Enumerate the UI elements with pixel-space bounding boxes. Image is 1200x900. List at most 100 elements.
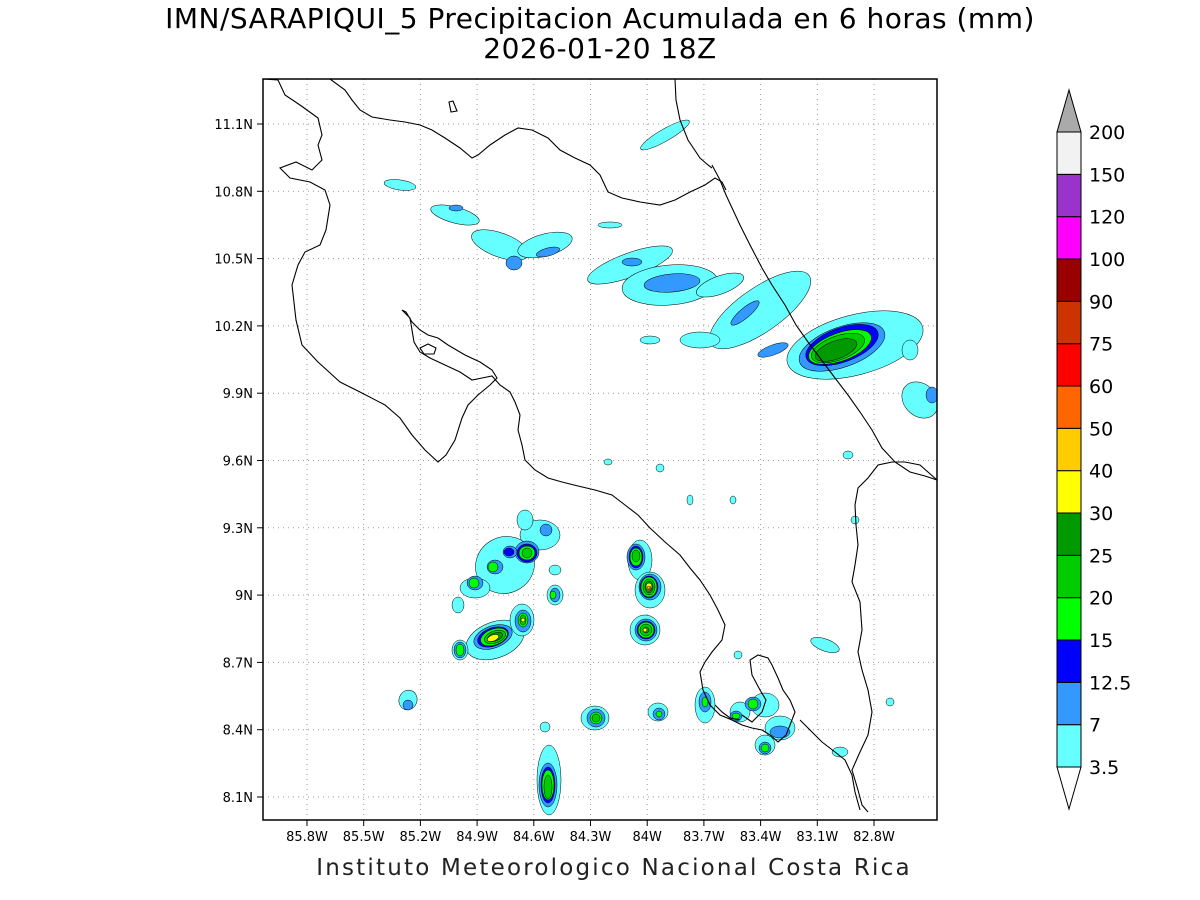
colorbar-level-label: 120: [1089, 207, 1125, 229]
costa-rica-panama-border: [674, 79, 713, 169]
lat-tick-label: 8.1N: [223, 791, 253, 806]
map-gridlines: [263, 79, 937, 820]
colorbar-swatch: [1056, 173, 1082, 218]
map-title: IMN/SARAPIQUI_5 Precipitacion Acumulada …: [165, 2, 1035, 35]
colorbar-swatch: [1056, 512, 1082, 556]
map-subtitle-date: 2026-01-20 18Z: [483, 32, 717, 65]
lon-tick-label: 84W: [632, 830, 662, 845]
precip-contour: [597, 221, 623, 229]
precip-contour: [679, 331, 721, 349]
precip-contour: [487, 561, 499, 573]
panama-coastline: [851, 461, 937, 813]
footer-credit: Instituto Meteorologico Nacional Costa R…: [316, 855, 912, 881]
precip-contour: [383, 179, 417, 191]
coastlines: [263, 79, 937, 813]
precipitation-fields: [383, 119, 937, 816]
colorbar-level-label: 25: [1089, 545, 1113, 567]
colorbar-swatch: [1056, 681, 1082, 726]
precip-contour: [548, 564, 562, 576]
precip-contour: [487, 634, 499, 642]
map-axes: 11.1N 10.8N 10.5N 10.2N 9.9N 9.6N 9.3N 9N 8.7N 8.…: [214, 118, 895, 845]
colorbar-swatch: [1056, 554, 1082, 599]
precip-contour: [696, 272, 744, 298]
precip-contour: [686, 494, 694, 506]
lon-tick-label: 85.8W: [286, 830, 328, 845]
colorbar-swatch: [1056, 343, 1082, 387]
colorbar-swatch: [1056, 385, 1082, 429]
precip-contour: [539, 721, 551, 733]
precip-contour: [655, 463, 665, 473]
colorbar: 3.5 7 12.5 15 20 25 30 40 50 60 75 90 100 120 150 200: [1056, 88, 1131, 811]
colorbar-swatch: [1056, 131, 1082, 175]
precip-contour: [455, 643, 465, 657]
precip-contour: [730, 300, 760, 326]
precip-contour: [901, 339, 919, 361]
colorbar-swatch: [1056, 724, 1082, 768]
precip-contour: [603, 458, 613, 466]
colorbar-swatch: [1056, 597, 1082, 641]
precip-contour: [591, 713, 601, 723]
lat-tick-label: 8.4N: [223, 724, 253, 739]
precip-contour: [729, 495, 737, 505]
precip-contour: [655, 710, 663, 718]
lat-tick-label: 10.5N: [214, 253, 253, 268]
precip-contour: [468, 577, 480, 589]
lat-tick-label: 8.7N: [223, 656, 253, 671]
lon-tick-label: 84.6W: [513, 830, 555, 845]
lat-tick-label: 9.3N: [223, 522, 253, 537]
colorbar-swatch: [1056, 258, 1082, 302]
colorbar-level-label: 60: [1089, 376, 1113, 398]
precip-contour: [757, 342, 789, 358]
colorbar-swatch: [1056, 427, 1082, 472]
colorbar-level-label: 30: [1089, 503, 1113, 525]
northern-coastline: [329, 79, 727, 206]
panama-pacific-coast: [799, 719, 861, 811]
colorbar-level-label: 40: [1089, 461, 1113, 483]
colorbar-swatch: [1056, 300, 1082, 345]
precip-contour: [747, 698, 759, 710]
map-frame: [262, 78, 938, 821]
nicoya-gulf-island: [419, 343, 437, 355]
precip-contour: [631, 549, 641, 563]
precip-contour: [521, 547, 533, 559]
precip-contour: [733, 650, 743, 660]
pacific-coastline: [263, 79, 796, 743]
lat-tick-label: 9.6N: [223, 455, 253, 470]
lat-tick-label: 9N: [235, 589, 253, 604]
precip-contour: [810, 637, 840, 653]
precip-contour: [536, 246, 560, 258]
precip-contour: [760, 743, 770, 753]
lon-tick-label: 83.7W: [683, 830, 725, 845]
precip-contour: [814, 338, 858, 362]
precip-contour: [842, 450, 854, 460]
lon-tick-label: 85.5W: [343, 830, 385, 845]
colorbar-level-label: 3.5: [1089, 757, 1119, 779]
caribbean-coastline: [711, 164, 937, 481]
lon-tick-label: 83.4W: [740, 830, 782, 845]
lat-tick-label: 10.2N: [214, 320, 253, 335]
colorbar-level-label: 15: [1089, 630, 1113, 652]
precip-contour: [543, 774, 553, 800]
precip-contour: [621, 257, 643, 267]
precip-contour: [640, 119, 690, 151]
precip-contour: [642, 627, 648, 633]
colorbar-level-label: 12.5: [1089, 672, 1131, 694]
colorbar-swatch: [1056, 216, 1082, 260]
precip-contour: [451, 596, 465, 614]
precip-contour: [769, 725, 791, 739]
colorbar-level-label: 7: [1089, 715, 1101, 737]
precip-contour: [831, 746, 849, 758]
lat-tick-label: 10.8N: [214, 185, 253, 200]
colorbar-swatch: [1056, 639, 1082, 683]
colorbar-max-triangle: [1056, 88, 1082, 133]
precip-contour: [505, 255, 523, 271]
precip-contour: [520, 617, 526, 623]
map-background: [263, 79, 937, 820]
small-lake: [448, 100, 458, 113]
precip-contour: [885, 697, 895, 707]
lon-tick-label: 84.3W: [570, 830, 612, 845]
colorbar-level-label: 75: [1089, 334, 1113, 356]
precip-contour: [448, 204, 464, 212]
lon-tick-label: 83.1W: [796, 830, 838, 845]
